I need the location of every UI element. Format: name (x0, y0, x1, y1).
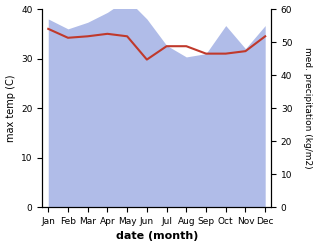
Y-axis label: max temp (C): max temp (C) (5, 74, 16, 142)
Y-axis label: med. precipitation (kg/m2): med. precipitation (kg/m2) (303, 47, 313, 169)
X-axis label: date (month): date (month) (115, 231, 198, 242)
